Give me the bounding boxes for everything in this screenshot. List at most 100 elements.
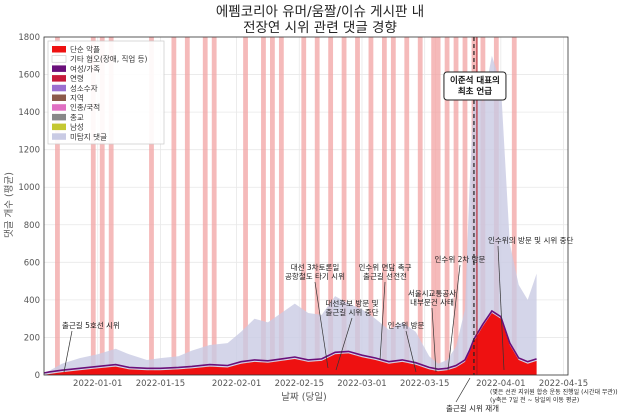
annotation-text: 인수위 2차 방문	[435, 254, 486, 264]
y-tick-label: 800	[24, 221, 40, 231]
protest-day-band	[202, 37, 208, 375]
annotation-text: 출근길 선전전	[363, 271, 407, 281]
legend-label: 단순 악플	[70, 44, 100, 54]
x-tick-label: 2022-01-15	[136, 379, 185, 389]
legend-label: 지역	[70, 93, 84, 103]
annotation-leader	[431, 307, 437, 373]
legend-swatch	[52, 113, 66, 121]
legend-label: 성소수자	[70, 84, 98, 93]
x-tick-label: 2022-03-15	[400, 379, 449, 389]
annotation-leader	[497, 245, 505, 371]
annotation-text: 출근길 5호선 시위	[62, 320, 120, 330]
annotation-text: (몇은 선관 지위원 합승 운동 진행일 (시간대 무관))	[490, 388, 618, 396]
annotation-leader	[63, 330, 73, 373]
protest-day-band	[108, 37, 114, 375]
x-tick-label: 2022-02-01	[212, 379, 261, 389]
annotation-text: 인수위의 방문 및 시위 중단	[488, 235, 574, 245]
y-tick-label: 200	[24, 333, 40, 343]
legend-label: 인종/국적	[70, 102, 100, 112]
legend-swatch	[52, 65, 66, 72]
protest-day-band	[261, 37, 266, 375]
annotation-leader	[447, 264, 461, 371]
legend-swatch	[52, 75, 66, 82]
annotation-text: 공항철도 타기 시위	[285, 271, 345, 281]
legend-swatch	[52, 123, 66, 131]
x-tick-label: 2022-04-15	[539, 379, 588, 389]
protest-day-band	[55, 37, 60, 375]
y-tick-label: 1800	[18, 33, 40, 43]
protest-day-band	[435, 37, 441, 375]
protest-day-band	[462, 37, 468, 375]
y-axis-label: 댓글 개수 (평균)	[4, 172, 15, 238]
x-tick-label: 2022-04-01	[476, 379, 525, 389]
legend-swatch	[52, 104, 66, 111]
x-tick-label: 2022-03-01	[337, 379, 386, 389]
protest-day-band	[453, 37, 459, 375]
y-tick-label: 1400	[18, 108, 40, 118]
annotation-text: 대선후보 방문 및	[325, 298, 378, 308]
annotation-leader	[455, 377, 471, 403]
plot-frame	[43, 36, 569, 376]
protest-day-band	[328, 37, 334, 375]
annotation-leader	[405, 330, 417, 373]
legend-label: 남성	[70, 123, 84, 132]
legend-swatch	[52, 133, 66, 140]
chart-subtitle: 전장연 시위 관련 댓글 경향	[243, 20, 397, 36]
protest-day-band	[444, 37, 450, 375]
annotation-text: (y축은 7일 전 ~ 당일의 이동 평균)	[490, 396, 579, 404]
y-tick-label: 1200	[18, 146, 40, 156]
protest-day-band	[368, 37, 374, 375]
x-tick-label: 2022-01-01	[73, 379, 122, 389]
protest-day-band	[511, 37, 517, 375]
legend-label: 종교	[70, 113, 84, 122]
y-tick-label: 600	[24, 258, 40, 268]
annotation-text: 서울시교통공사	[408, 289, 456, 298]
annotation-leader	[314, 281, 329, 369]
x-tick-label: 2022-02-15	[275, 379, 324, 389]
annotation-text: 인수위 면담 촉구	[358, 262, 411, 272]
protest-day-band	[243, 37, 248, 375]
protest-day-band	[90, 37, 96, 375]
protest-day-band	[390, 37, 396, 375]
protest-day-band	[301, 37, 307, 375]
annotation-text: 출근길 시위 재개	[446, 403, 499, 413]
legend-label: 미탐지 댓글	[70, 131, 107, 141]
protest-day-band	[211, 37, 217, 375]
legend-swatch	[52, 94, 66, 101]
series-area	[44, 313, 537, 375]
event-callout-text: 이준석 대표의	[450, 75, 500, 86]
event-callout-text: 최초 언급	[458, 86, 492, 97]
annotation-text: 인수위 방문	[388, 320, 425, 330]
y-tick-label: 1000	[18, 183, 40, 193]
y-tick-label: 1600	[18, 71, 40, 81]
protest-day-band	[417, 37, 423, 375]
protest-day-band	[171, 37, 177, 375]
event-callout-box	[443, 71, 507, 101]
annotation-text: 출근길 시위 중단	[325, 307, 378, 317]
protest-day-band	[341, 37, 347, 375]
y-tick-label: 0	[35, 371, 40, 381]
protest-day-band	[149, 37, 154, 375]
chart-title: 에펨코리아 유머/움짤/이슈 게시판 내	[216, 4, 424, 20]
protest-day-band	[314, 37, 320, 375]
protest-day-band	[99, 37, 105, 375]
legend-label: 여성/가족	[70, 63, 100, 73]
annotation-leader	[379, 281, 386, 361]
protest-day-band	[184, 37, 190, 375]
protest-day-band	[278, 37, 284, 375]
y-tick-label: 400	[24, 296, 40, 306]
protest-day-band	[270, 37, 275, 375]
legend-swatch	[51, 55, 67, 63]
annotation-text: 대선 3차토론일	[291, 263, 340, 272]
protest-day-band	[404, 37, 410, 375]
annotation-leader	[335, 317, 353, 371]
protest-day-band	[431, 37, 437, 375]
legend-label: 기타 혐오(장애, 직업 등)	[70, 54, 148, 64]
legend-label: 연령	[70, 74, 84, 83]
protest-day-band	[355, 37, 360, 375]
x-axis-label: 날짜 (당일)	[281, 392, 326, 403]
legend-swatch	[52, 84, 66, 92]
protest-day-band	[381, 37, 387, 375]
legend-box	[47, 40, 165, 145]
